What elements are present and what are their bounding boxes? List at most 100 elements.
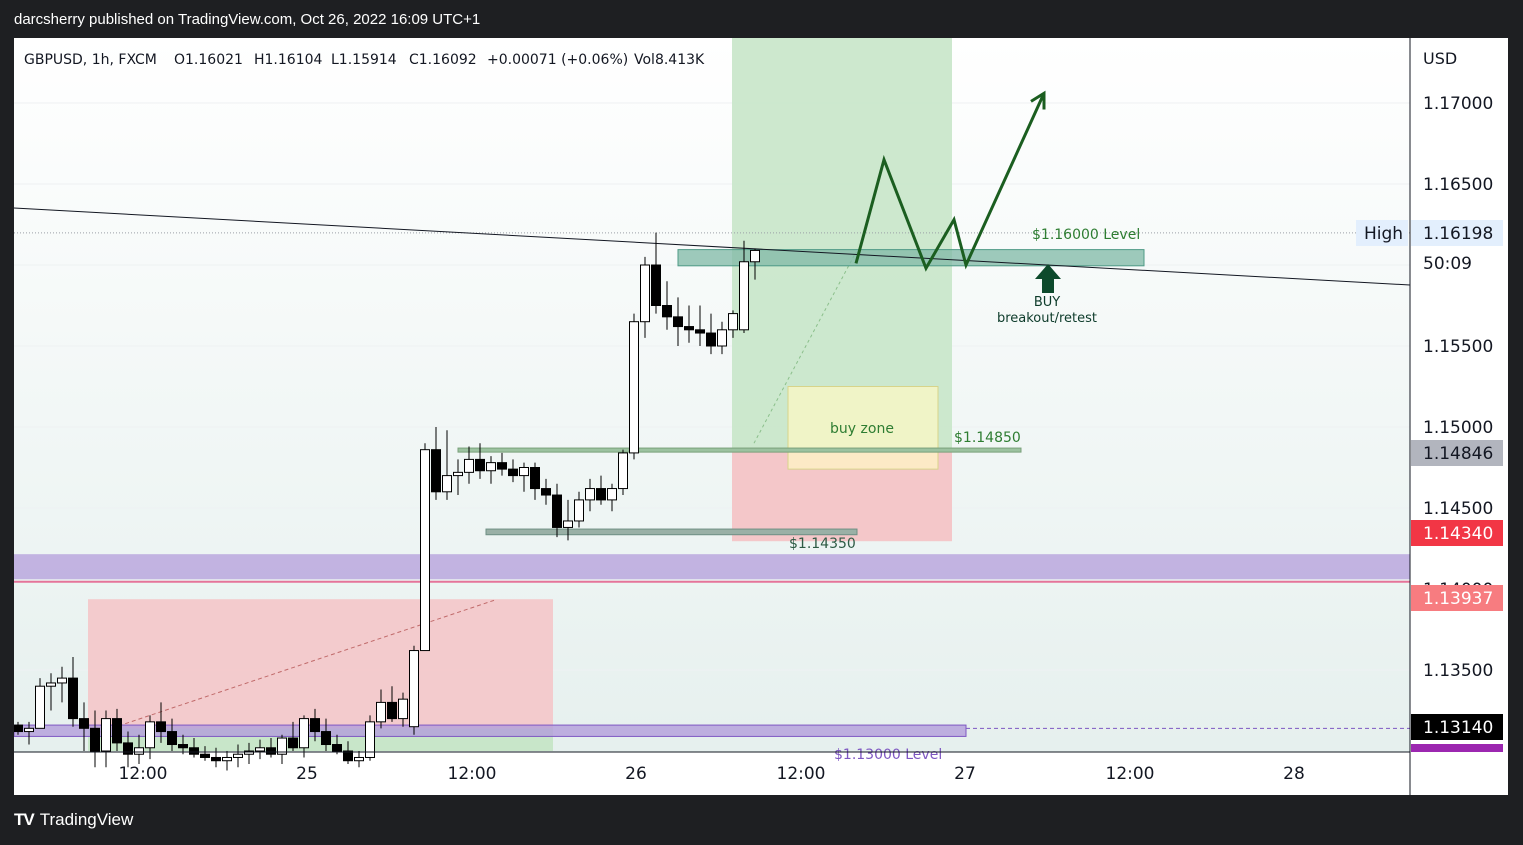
bearish-candle: [343, 750, 353, 762]
tradingview-footer[interactable]: TV TradingView: [14, 810, 133, 830]
price-tick: 1.17000: [1423, 94, 1493, 114]
bearish-candle: [123, 742, 133, 755]
price-badge-text: 1.14340: [1423, 524, 1493, 544]
position-path: [753, 251, 857, 444]
time-axis-background: [14, 752, 1508, 795]
bearish-candle: [530, 467, 540, 490]
bullish-candle: [101, 718, 111, 752]
bullish-candle: [222, 756, 232, 762]
bearish-candle: [310, 718, 320, 733]
price-badge-bg: [1356, 220, 1408, 246]
level-14850-line: [457, 447, 1022, 453]
bullish-candle: [299, 718, 309, 749]
projection-arrowhead: [1030, 90, 1046, 110]
projection-path: [854, 92, 1046, 272]
ohlc-low: L1.15914: [331, 52, 397, 68]
price-tick: 1.13500: [1423, 661, 1493, 681]
bearish-candle: [497, 462, 507, 470]
bullish-candle: [585, 488, 595, 501]
bullish-candle: [640, 264, 650, 323]
bullish-candle: [277, 737, 287, 755]
bearish-candle: [321, 731, 331, 746]
bullish-candle: [46, 682, 56, 687]
bearish-candle: [189, 747, 199, 755]
price-badge-bg: [1411, 714, 1503, 740]
price-tick: 1.14500: [1423, 499, 1493, 519]
bullish-candle: [607, 488, 617, 501]
currency-label: USD: [1423, 49, 1457, 68]
bearish-candle: [695, 329, 705, 334]
old-stop-zone: [88, 599, 553, 729]
price-badge-bg: [1411, 744, 1503, 752]
bearish-candle: [508, 468, 518, 477]
bearish-candle: [266, 747, 276, 755]
time-tick: 12:00: [448, 764, 497, 784]
bearish-candle: [14, 724, 23, 733]
bearish-candle: [662, 305, 672, 318]
bullish-candle: [750, 249, 760, 263]
bearish-candle: [79, 718, 89, 729]
publisher-info: darcsherry published on TradingView.com,…: [14, 11, 481, 28]
time-tick: 12:00: [777, 764, 826, 784]
bullish-candle: [145, 721, 155, 749]
ohlc-high: H1.16104: [254, 52, 323, 68]
bullish-candle: [717, 329, 727, 347]
price-badge-text: 1.13140: [1423, 718, 1493, 738]
bearish-candle: [68, 677, 78, 720]
price-badge-bg: [1411, 440, 1503, 466]
bearish-candle: [651, 264, 661, 306]
time-tick: 28: [1283, 764, 1305, 784]
bullish-candle: [420, 449, 430, 652]
buy-sub-label: breakout/retest: [997, 311, 1097, 326]
price-badge-bg: [1411, 220, 1503, 246]
bullish-candle: [57, 677, 67, 684]
bullish-candle: [376, 701, 386, 723]
price-badge-text: 1.16198: [1423, 224, 1493, 244]
bearish-candle: [673, 316, 683, 328]
bullish-candle: [24, 727, 34, 733]
bearish-candle: [552, 494, 562, 528]
price-badge-text: 1.13937: [1423, 589, 1493, 609]
footer-brand: TradingView: [39, 810, 134, 829]
buy-label: BUY: [1034, 295, 1060, 310]
bearish-candle: [475, 458, 485, 472]
ohlc-change: +0.00071 (+0.06%): [487, 52, 628, 68]
bullish-candle: [398, 698, 408, 720]
buy-zone-box: [787, 386, 939, 470]
bullish-candle: [453, 471, 463, 477]
ohlc-close: C1.16092: [409, 52, 477, 68]
level-113-label: $1.13000 Level: [834, 747, 942, 763]
bullish-candle: [354, 756, 364, 762]
bearish-candle: [706, 332, 716, 347]
bullish-candle: [409, 650, 419, 728]
level-14350-line: [485, 528, 858, 536]
ohlc-symbol: GBPUSD, 1h, FXCM: [24, 52, 157, 68]
price-axis-background: [1410, 38, 1508, 752]
bearish-candle: [156, 721, 166, 733]
bullish-candle: [365, 721, 375, 758]
chart-frame[interactable]: $1.16000 Level BUY breakout/retest buy zone…: [14, 38, 1508, 795]
level-113-band: [14, 724, 967, 737]
ohlc-open: O1.16021: [174, 52, 243, 68]
level-14850-label: $1.14850: [954, 430, 1021, 446]
price-badge-text: 1.14846: [1423, 444, 1493, 464]
bearish-candle: [541, 488, 551, 496]
time-tick: 26: [625, 764, 647, 784]
price-tick: 1.15000: [1423, 418, 1493, 438]
bullish-candle: [519, 467, 529, 477]
price-tick: 1.15500: [1423, 337, 1493, 357]
bullish-candle: [233, 753, 243, 758]
bearish-candle: [387, 701, 397, 720]
bearish-candle: [200, 753, 210, 758]
bullish-candle: [464, 458, 474, 473]
level-116-label: $1.16000 Level: [1032, 227, 1140, 243]
time-tick: 27: [954, 764, 976, 784]
bullish-candle: [739, 261, 749, 331]
bearish-candle: [167, 731, 177, 746]
buy-arrow-icon: [1035, 264, 1061, 293]
bullish-candle: [574, 499, 584, 522]
price-tick: 1.16500: [1423, 175, 1493, 195]
bullish-candle: [618, 452, 628, 490]
time-tick: 12:00: [119, 764, 168, 784]
